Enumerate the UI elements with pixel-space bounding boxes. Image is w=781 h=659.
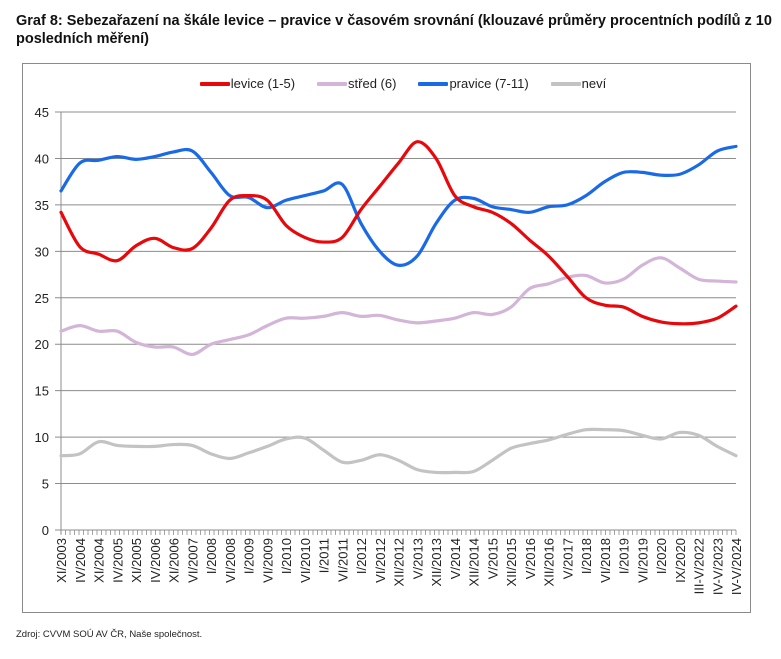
x-tick-label: VI/2012 xyxy=(373,538,388,583)
x-tick-label: XII/2014 xyxy=(467,538,482,586)
y-tick-label: 45 xyxy=(35,105,49,120)
x-tick-label: VI/2007 xyxy=(185,538,200,583)
x-tick-label: V/2014 xyxy=(448,538,463,579)
legend-swatch-levice xyxy=(199,81,230,86)
y-tick-label: 40 xyxy=(35,151,49,166)
x-tick-label: XII/2013 xyxy=(429,538,444,586)
y-tick-label: 35 xyxy=(35,198,49,213)
chart-frame xyxy=(22,63,751,613)
x-tick-label: XI/2003 xyxy=(54,538,69,583)
y-tick-label: 0 xyxy=(42,523,49,538)
series-line-stred xyxy=(59,256,738,357)
source-note: Zdroj: CVVM SOÚ AV ČR, Naše společnost. xyxy=(16,629,203,640)
x-tick-label: V/2015 xyxy=(485,538,500,579)
x-tick-label: I/2009 xyxy=(242,538,257,574)
legend-item-levice: levice (1-5) xyxy=(199,76,296,91)
x-tick-label: III-V/2022 xyxy=(692,538,707,594)
y-tick-label: 10 xyxy=(35,430,49,445)
y-tick-label: 5 xyxy=(42,477,49,492)
x-tick-label: VI/2009 xyxy=(260,538,275,583)
legend: levice (1-5) střed (6) pravice (7-11) ne… xyxy=(0,76,781,91)
x-tick-label: IX/2020 xyxy=(673,538,688,583)
x-tick-label: I/2018 xyxy=(579,538,594,574)
y-tick-label: 15 xyxy=(35,384,49,399)
y-tick-label: 30 xyxy=(35,244,49,259)
x-tick-label: VI/2008 xyxy=(223,538,238,583)
x-tick-label: XII/2012 xyxy=(392,538,407,586)
x-tick-label: I/2008 xyxy=(204,538,219,574)
x-tick-label: IV-V/2023 xyxy=(710,538,725,595)
x-tick-label: VI/2011 xyxy=(335,538,350,582)
x-tick-label: IV-V/2024 xyxy=(729,538,744,595)
x-tick-label: XII/2015 xyxy=(504,538,519,586)
x-tick-label: V/2017 xyxy=(560,538,575,579)
legend-swatch-stred xyxy=(317,81,348,86)
y-tick-label: 20 xyxy=(35,337,49,352)
y-tick-label: 25 xyxy=(35,291,49,306)
x-tick-label: IV/2005 xyxy=(110,538,125,583)
legend-item-nevi: neví xyxy=(550,76,607,91)
x-tick-label: V/2016 xyxy=(523,538,538,579)
x-tick-label: I/2020 xyxy=(654,538,669,574)
x-tick-label: I/2010 xyxy=(279,538,294,574)
legend-label-pravice: pravice (7-11) xyxy=(449,76,529,91)
legend-item-stred: střed (6) xyxy=(317,76,396,91)
legend-label-nevi: neví xyxy=(581,76,607,91)
x-tick-label: V/2013 xyxy=(410,538,425,579)
x-tick-label: XI/2006 xyxy=(167,538,182,583)
x-tick-label: IV/2006 xyxy=(148,538,163,583)
series-line-levice xyxy=(59,140,738,326)
x-tick-label: VI/2019 xyxy=(635,538,650,583)
legend-label-levice: levice (1-5) xyxy=(230,76,296,91)
x-tick-label: XI/2004 xyxy=(92,538,107,583)
legend-swatch-nevi xyxy=(550,81,581,86)
x-tick-label: XI/2005 xyxy=(129,538,144,583)
legend-swatch-pravice xyxy=(418,81,449,86)
legend-label-stred: střed (6) xyxy=(348,76,397,91)
x-tick-label: I/2011 xyxy=(317,538,332,573)
x-tick-label: VI/2018 xyxy=(598,538,613,583)
x-tick-label: XII/2016 xyxy=(542,538,557,586)
series-line-nevi xyxy=(59,427,738,475)
x-tick-label: I/2012 xyxy=(354,538,369,574)
legend-item-pravice: pravice (7-11) xyxy=(418,76,529,91)
x-tick-label: IV/2004 xyxy=(73,538,88,583)
x-tick-label: I/2019 xyxy=(617,538,632,574)
chart-title: Graf 8: Sebezařazení na škále levice – p… xyxy=(16,13,772,47)
x-tick-label: VI/2010 xyxy=(298,538,313,583)
